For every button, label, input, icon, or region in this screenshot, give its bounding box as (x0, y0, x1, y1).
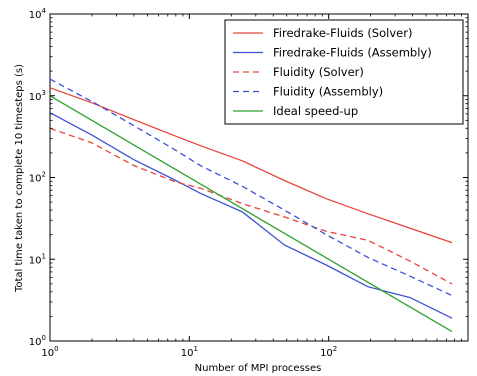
x-tick-label: 101 (181, 345, 198, 359)
y-tick-label: 103 (29, 89, 46, 103)
series-layer (49, 78, 453, 333)
x-tick-exponent: 0 (54, 345, 58, 353)
x-tick-label: 102 (320, 345, 337, 359)
legend-label-2: Fluidity (Solver) (273, 65, 364, 79)
y-tick-exponent: 2 (42, 171, 46, 179)
legend-box (224, 19, 464, 125)
x-tick-exponent: 1 (193, 345, 197, 353)
series-line-4 (49, 95, 453, 333)
y-axis-label: Total time taken to complete 10 timestep… (14, 64, 25, 293)
y-tick-label: 100 (29, 334, 46, 348)
series-line-3 (49, 78, 453, 297)
y-tick-label: 104 (29, 7, 47, 21)
y-tick-label: 102 (29, 171, 46, 185)
legend-label-0: Firedrake-Fluids (Solver) (273, 26, 412, 40)
x-tick-exponent: 2 (333, 345, 337, 353)
x-tick-label: 100 (41, 345, 58, 359)
y-tick-exponent: 0 (42, 334, 46, 342)
legend-label-1: Firedrake-Fluids (Assembly) (273, 46, 432, 60)
legend-label-4: Ideal speed-up (273, 104, 358, 118)
x-axis-label: Number of MPI processes (195, 363, 322, 374)
series-line-0 (49, 87, 453, 244)
legend-label-3: Fluidity (Assembly) (273, 85, 383, 99)
legend: Firedrake-Fluids (Solver) Firedrake-Fluid… (224, 19, 464, 125)
y-tick-exponent: 4 (42, 7, 47, 15)
series-line-2 (49, 127, 453, 285)
y-tick-label: 101 (29, 252, 46, 266)
y-tick-exponent: 1 (42, 252, 46, 260)
y-tick-exponent: 3 (42, 89, 46, 97)
